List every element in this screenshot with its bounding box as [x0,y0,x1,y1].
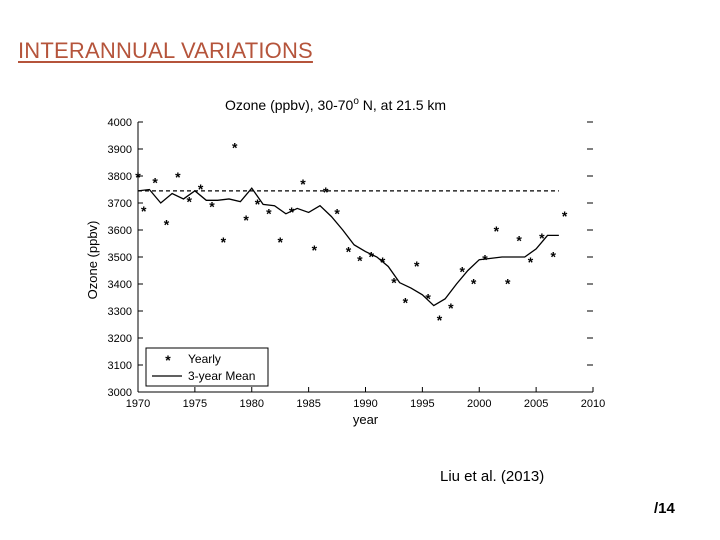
yearly-data-point: * [277,234,283,250]
x-tick-label: 1990 [353,398,377,410]
yearly-data-point: * [539,230,545,246]
yearly-data-point: * [141,203,147,219]
legend-mean-label: 3-year Mean [188,369,255,383]
y-tick-label: 4000 [108,117,132,129]
yearly-data-point: * [459,264,465,280]
x-tick-label: 1970 [126,398,150,410]
x-tick-label: 2010 [581,398,605,410]
x-tick-label: 1975 [183,398,207,410]
x-tick-label: 1980 [240,398,264,410]
yearly-data-point: * [448,300,454,316]
x-tick-label: 1985 [296,398,320,410]
slide-title: INTERANNUAL VARIATIONS [18,38,313,63]
y-tick-label: 3700 [108,198,132,210]
chart-title: Ozone (ppbv), 30-70o N, at 21.5 km [225,96,446,113]
yearly-data-point: * [232,139,238,155]
legend-yearly-marker: * [165,352,171,368]
yearly-data-point: * [255,196,261,212]
x-tick-label: 2000 [467,398,491,410]
yearly-data-point: * [266,205,272,221]
yearly-data-point: * [550,249,556,265]
x-tick-label: 2005 [524,398,548,410]
yearly-data-point: * [175,169,181,185]
yearly-data-point: * [300,176,306,192]
yearly-data-point: * [357,253,363,269]
page-number: /14 [654,500,675,517]
yearly-data-point: * [562,208,568,224]
y-tick-label: 3100 [108,360,132,372]
yearly-data-point: * [391,274,397,290]
yearly-data-point: * [346,243,352,259]
yearly-data-point: * [380,254,386,270]
y-tick-label: 3800 [108,171,132,183]
yearly-data-point: * [414,258,420,274]
y-tick-label: 3300 [108,306,132,318]
yearly-data-point: * [482,251,488,267]
yearly-data-point: * [221,234,227,250]
mean-line-series [137,187,559,307]
yearly-data-point: * [135,169,141,185]
legend-box [145,347,269,387]
y-tick-label: 3400 [108,279,132,291]
yearly-data-point: * [505,276,511,292]
yearly-data-point: * [243,212,249,228]
plot-area: 3000 3100 3200 3300 3400 3500 3600 3700 3800 3900… [85,96,605,427]
yearly-data-point: * [186,193,192,209]
yearly-data-point: * [516,232,522,248]
y-axis-label: Ozone (ppbv) [85,221,100,300]
yearly-data-point: * [323,184,329,200]
yearly-data-point: * [528,254,534,270]
yearly-data-point: * [198,181,204,197]
y-tick-label: 3600 [108,225,132,237]
yearly-data-point: * [312,242,318,258]
yearly-data-point: * [289,204,295,220]
citation: Liu et al. (2013) [440,468,545,485]
y-tick-label: 3000 [108,387,132,399]
yearly-data-point: * [368,249,374,265]
y-tick-label: 3200 [108,333,132,345]
x-tick-label: 1995 [410,398,434,410]
yearly-data-point: * [209,199,215,215]
yearly-data-point: * [403,295,409,311]
x-axis-label: year [353,412,379,427]
yearly-data-point: * [334,205,340,221]
legend-yearly-label: Yearly [188,352,221,366]
yearly-data-point: * [437,312,443,328]
yearly-data-point: * [152,174,158,190]
yearly-data-point: * [471,276,477,292]
y-tick-label: 3900 [108,144,132,156]
y-tick-label: 3500 [108,252,132,264]
yearly-data-point: * [494,223,500,239]
yearly-data-point: * [425,291,431,307]
yearly-data-point: * [164,216,170,232]
